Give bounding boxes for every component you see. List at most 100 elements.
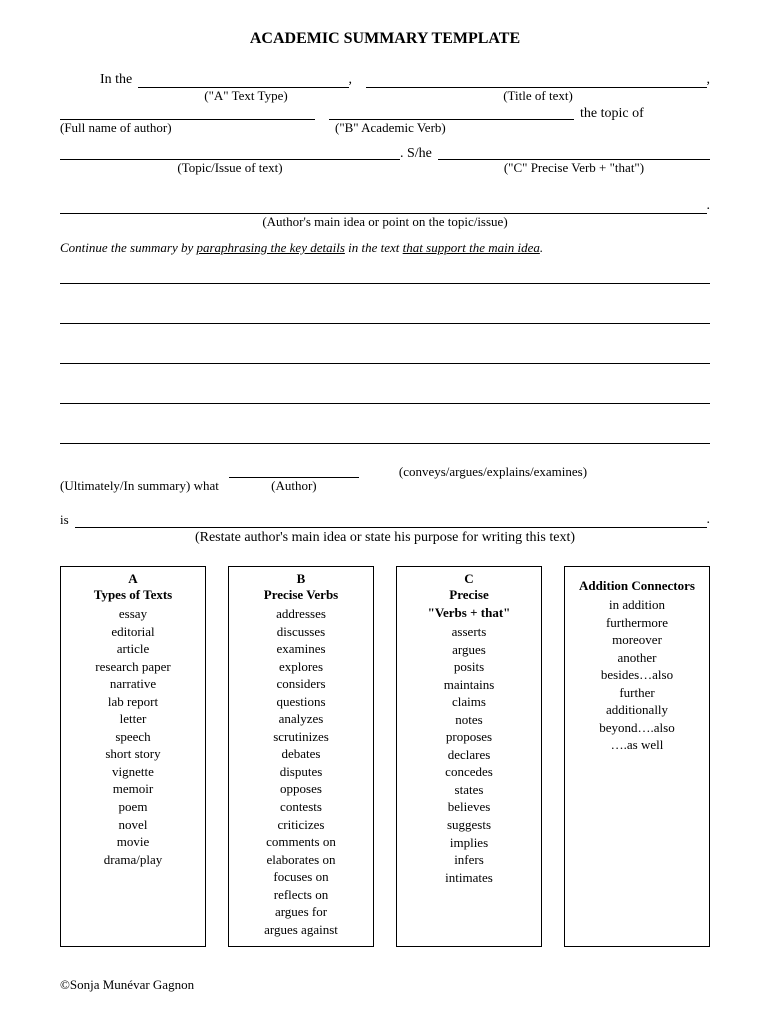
blank-title[interactable] bbox=[366, 74, 707, 88]
period-2: . bbox=[707, 512, 711, 528]
is-row: is . bbox=[60, 512, 710, 528]
paraphrase-line-2[interactable] bbox=[60, 310, 710, 324]
box-b-title: Precise Verbs bbox=[235, 587, 367, 603]
box-item: questions bbox=[235, 693, 367, 711]
box-b-items: addressesdiscussesexaminesexploresconsid… bbox=[235, 605, 367, 938]
instr-u2: that support the main idea bbox=[403, 240, 540, 255]
conveys-label: (conveys/argues/explains/examines) bbox=[399, 464, 587, 480]
paraphrase-line-1[interactable] bbox=[60, 270, 710, 284]
box-c-title1: Precise bbox=[403, 587, 535, 603]
box-item: furthermore bbox=[571, 614, 703, 632]
caption-main-idea: (Author's main idea or point on the topi… bbox=[60, 214, 710, 230]
box-item: contests bbox=[235, 798, 367, 816]
box-item: comments on bbox=[235, 833, 367, 851]
paraphrase-line-3[interactable] bbox=[60, 350, 710, 364]
box-item: addresses bbox=[235, 605, 367, 623]
topic-of-label: the topic of bbox=[580, 106, 644, 122]
she-label: . S/he bbox=[400, 146, 432, 162]
box-b: B Precise Verbs addressesdiscussesexamin… bbox=[228, 566, 374, 947]
blank-author-2[interactable] bbox=[229, 464, 359, 478]
box-item: notes bbox=[403, 711, 535, 729]
box-item: suggests bbox=[403, 816, 535, 834]
box-item: letter bbox=[67, 710, 199, 728]
reference-boxes: A Types of Texts essayeditorialarticlere… bbox=[60, 566, 710, 947]
box-d: Addition Connectors in additionfurthermo… bbox=[564, 566, 710, 947]
paraphrase-line-4[interactable] bbox=[60, 390, 710, 404]
box-item: criticizes bbox=[235, 816, 367, 834]
caption-author-2: (Author) bbox=[229, 478, 359, 494]
box-item: maintains bbox=[403, 676, 535, 694]
box-item: reflects on bbox=[235, 886, 367, 904]
instruction-text: Continue the summary by paraphrasing the… bbox=[60, 240, 710, 256]
copyright: ©Sonja Munévar Gagnon bbox=[60, 977, 710, 993]
instr-t1: Continue the summary by bbox=[60, 240, 196, 255]
blank-main-idea[interactable] bbox=[60, 200, 707, 214]
line-2: (Full name of author) ("B" Academic Verb… bbox=[60, 106, 710, 136]
is-label: is bbox=[60, 512, 69, 528]
box-a-title: Types of Texts bbox=[67, 587, 199, 603]
summary-row: (Ultimately/In summary) what (Author) (c… bbox=[60, 464, 710, 494]
period-1: . bbox=[707, 198, 711, 214]
box-a: A Types of Texts essayeditorialarticlere… bbox=[60, 566, 206, 947]
box-c: C Precise "Verbs + that" assertsarguespo… bbox=[396, 566, 542, 947]
box-item: further bbox=[571, 684, 703, 702]
box-item: beyond….also bbox=[571, 719, 703, 737]
box-item: intimates bbox=[403, 869, 535, 887]
instr-t3: . bbox=[540, 240, 543, 255]
blank-topic[interactable] bbox=[60, 146, 400, 160]
box-item: believes bbox=[403, 798, 535, 816]
box-item: poem bbox=[67, 798, 199, 816]
box-item: in addition bbox=[571, 596, 703, 614]
caption-title: (Title of text) bbox=[366, 88, 710, 104]
box-a-items: essayeditorialarticleresearch papernarra… bbox=[67, 605, 199, 868]
caption-author: (Full name of author) bbox=[60, 120, 315, 136]
in-the-label: In the bbox=[100, 72, 132, 88]
box-item: essay bbox=[67, 605, 199, 623]
comma-1: , bbox=[349, 72, 353, 88]
box-item: implies bbox=[403, 834, 535, 852]
box-item: debates bbox=[235, 745, 367, 763]
instr-t2: in the text bbox=[345, 240, 403, 255]
box-item: argues for bbox=[235, 903, 367, 921]
blank-precise-verb[interactable] bbox=[438, 146, 710, 160]
caption-precise-verb: ("C" Precise Verb + "that") bbox=[438, 160, 710, 176]
box-item: analyzes bbox=[235, 710, 367, 728]
box-item: scrutinizes bbox=[235, 728, 367, 746]
box-item: infers bbox=[403, 851, 535, 869]
box-item: focuses on bbox=[235, 868, 367, 886]
blank-verb[interactable] bbox=[329, 106, 574, 120]
box-item: opposes bbox=[235, 780, 367, 798]
box-b-letter: B bbox=[235, 571, 367, 587]
caption-restate: (Restate author's main idea or state his… bbox=[60, 530, 710, 546]
line-1: In the , ("A" Text Type) , (Title of tex… bbox=[100, 72, 710, 104]
blank-restate[interactable] bbox=[75, 514, 707, 528]
box-item: ….as well bbox=[571, 736, 703, 754]
box-item: another bbox=[571, 649, 703, 667]
box-c-items: assertsarguespositsmaintainsclaimsnotesp… bbox=[403, 623, 535, 886]
box-item: besides…also bbox=[571, 666, 703, 684]
box-item: narrative bbox=[67, 675, 199, 693]
ultimately-label: (Ultimately/In summary) what bbox=[60, 478, 219, 494]
paraphrase-line-5[interactable] bbox=[60, 430, 710, 444]
line-3: (Topic/Issue of text) . S/he ("C" Precis… bbox=[60, 146, 710, 176]
box-item: moreover bbox=[571, 631, 703, 649]
box-item: speech bbox=[67, 728, 199, 746]
caption-verb: ("B" Academic Verb) bbox=[329, 120, 574, 136]
page-title: ACADEMIC SUMMARY TEMPLATE bbox=[60, 30, 710, 48]
box-item: lab report bbox=[67, 693, 199, 711]
box-item: explores bbox=[235, 658, 367, 676]
caption-text-type: ("A" Text Type) bbox=[100, 88, 352, 104]
box-item: asserts bbox=[403, 623, 535, 641]
box-item: movie bbox=[67, 833, 199, 851]
box-item: memoir bbox=[67, 780, 199, 798]
box-c-letter: C bbox=[403, 571, 535, 587]
blank-text-type[interactable] bbox=[138, 74, 348, 88]
box-item: argues against bbox=[235, 921, 367, 939]
box-item: states bbox=[403, 781, 535, 799]
box-item: examines bbox=[235, 640, 367, 658]
box-item: proposes bbox=[403, 728, 535, 746]
box-item: drama/play bbox=[67, 851, 199, 869]
caption-topic: (Topic/Issue of text) bbox=[60, 160, 400, 176]
blank-author[interactable] bbox=[60, 106, 315, 120]
comma-2: , bbox=[707, 72, 711, 88]
